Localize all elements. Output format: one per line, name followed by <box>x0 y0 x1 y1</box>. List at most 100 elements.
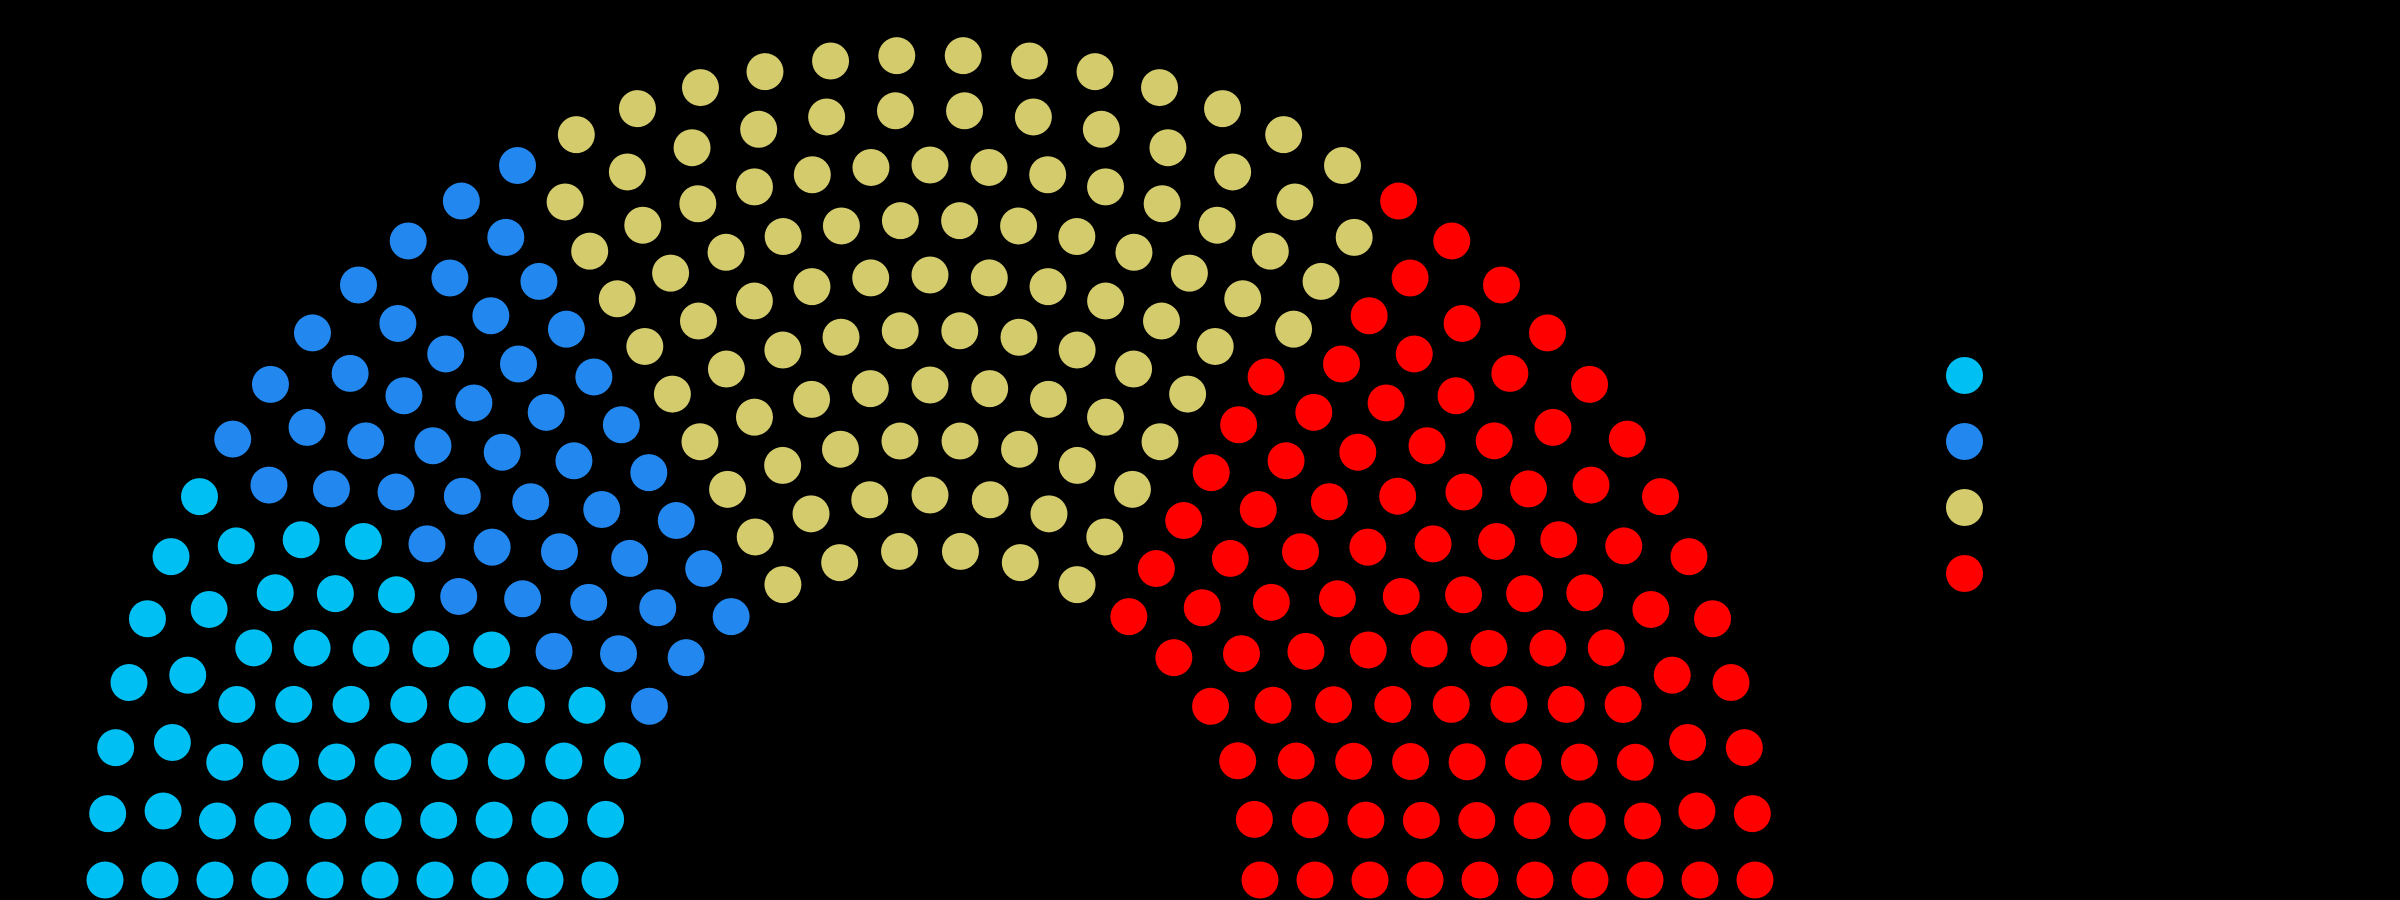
seat-dot <box>1087 282 1125 320</box>
seat-dot <box>667 639 705 677</box>
circle-swatch-icon <box>1946 422 1983 460</box>
seat-dot <box>1670 538 1708 576</box>
seat-dot <box>520 262 558 300</box>
seat-dot <box>531 801 569 839</box>
seat-dot <box>1678 792 1716 830</box>
seat-dot <box>1410 630 1448 668</box>
legend-item-1[interactable] <box>1946 418 2366 464</box>
seat-dot <box>86 861 124 899</box>
seat-dot <box>808 98 846 136</box>
seat-dot <box>1165 502 1203 540</box>
seat-dot <box>1276 183 1314 221</box>
seat-dot <box>1380 182 1418 220</box>
seat-dot <box>1267 442 1305 480</box>
seat-dot <box>1113 470 1151 508</box>
seat-layer <box>86 37 1774 899</box>
legend-item-3[interactable] <box>1946 550 2366 596</box>
seat-dot <box>128 600 166 638</box>
seat-dot <box>251 861 289 899</box>
seat-dot <box>1478 522 1516 560</box>
seat-dot <box>1282 533 1320 571</box>
seat-dot <box>331 354 369 392</box>
seat-dot <box>1510 470 1548 508</box>
seat-dot <box>487 742 525 780</box>
seat-dot <box>1349 528 1387 566</box>
seat-dot <box>1030 495 1068 533</box>
seat-dot <box>1605 527 1643 565</box>
seat-dot <box>583 490 621 528</box>
seat-dot <box>190 590 228 628</box>
seat-dot <box>1198 206 1236 244</box>
seat-dot <box>1143 302 1181 340</box>
legend <box>1946 352 2366 616</box>
seat-dot <box>608 153 646 191</box>
seat-dot <box>408 525 446 563</box>
seat-dot <box>144 792 182 830</box>
legend-item-2[interactable] <box>1946 484 2366 530</box>
seat-dot <box>526 861 564 899</box>
seat-dot <box>618 90 656 128</box>
seat-dot <box>1141 423 1179 461</box>
circle-swatch-icon <box>1946 356 1983 394</box>
seat-dot <box>1351 861 1389 899</box>
seat-dot <box>911 476 949 514</box>
seat-dot <box>1624 802 1662 840</box>
seat-dot <box>1653 656 1691 694</box>
seat-dot <box>764 218 802 256</box>
seat-dot <box>1277 742 1315 780</box>
seat-dot <box>1169 375 1207 413</box>
seat-dot <box>206 743 244 781</box>
seat-dot <box>1374 685 1412 723</box>
seat-dot <box>1529 629 1567 667</box>
seat-dot <box>1086 518 1124 556</box>
seat-dot <box>681 423 719 461</box>
seat-dot <box>500 345 537 383</box>
seat-dot <box>764 331 802 369</box>
seat-dot <box>911 256 949 294</box>
seat-dot <box>1506 575 1544 613</box>
seat-dot <box>1000 318 1038 356</box>
seat-dot <box>1220 406 1258 444</box>
seat-dot <box>1247 358 1285 396</box>
seat-dot <box>793 156 831 194</box>
seat-dot <box>374 743 412 781</box>
seat-dot <box>431 259 469 297</box>
seat-dot <box>1241 861 1279 899</box>
seat-dot <box>653 375 691 413</box>
legend-item-0[interactable] <box>1946 352 2366 398</box>
seat-dot <box>970 259 1008 297</box>
seat-dot <box>712 598 750 636</box>
seat-dot <box>288 408 326 446</box>
seat-dot <box>153 724 191 762</box>
seat-dot <box>1445 576 1483 614</box>
seat-dot <box>1470 629 1508 667</box>
seat-dot <box>1287 632 1325 670</box>
seat-dot <box>475 801 513 839</box>
seat-dot <box>1323 345 1360 383</box>
seat-dot <box>764 566 802 604</box>
seat-dot <box>1315 686 1353 724</box>
seat-dot <box>416 861 454 899</box>
seat-dot <box>483 433 521 471</box>
seat-dot <box>876 92 914 130</box>
seat-dot <box>344 522 382 560</box>
seat-dot <box>568 686 606 724</box>
seat-dot <box>581 861 619 899</box>
seat-dot <box>385 377 423 415</box>
seat-dot <box>89 795 127 833</box>
seat-dot <box>1616 743 1654 781</box>
seat-dot <box>1000 207 1038 245</box>
seat-dot <box>1461 861 1499 899</box>
seat-dot <box>1251 232 1289 270</box>
seat-dot <box>316 575 354 613</box>
seat-dot <box>1443 304 1481 342</box>
seat-dot <box>941 202 979 240</box>
seat-dot <box>1192 687 1230 725</box>
seat-dot <box>306 861 344 899</box>
seat-dot <box>812 42 850 80</box>
seat-dot <box>1733 795 1771 833</box>
seat-dot <box>1058 331 1096 369</box>
seat-dot <box>472 297 510 335</box>
seat-dot <box>1382 577 1420 615</box>
